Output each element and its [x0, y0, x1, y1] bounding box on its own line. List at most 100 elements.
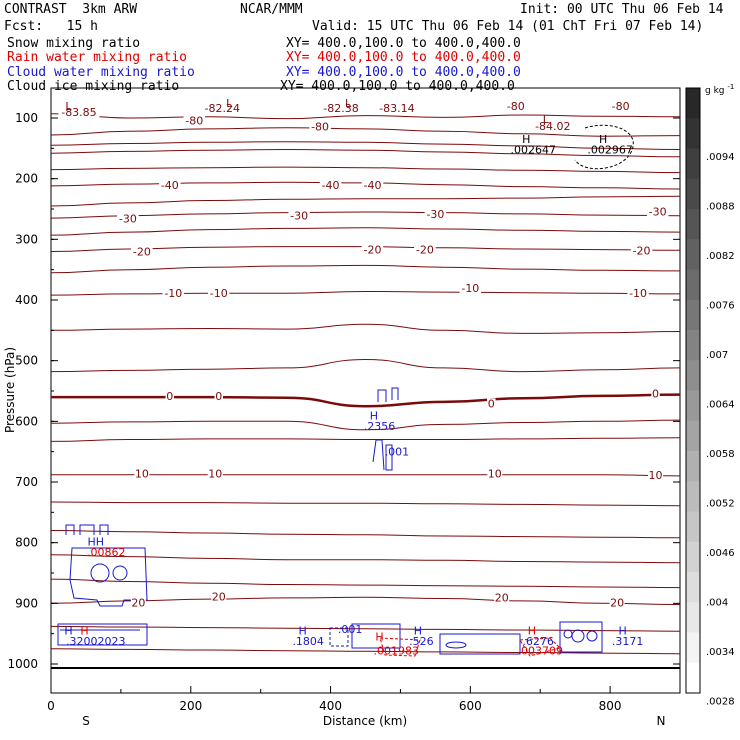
- cloud-water-contour: [372, 439, 393, 471]
- temperature-contour-line: [50, 578, 681, 589]
- label-background: [159, 179, 181, 191]
- y-tick-label: 700: [15, 475, 38, 489]
- temperature-label: 0: [215, 390, 222, 403]
- y-tick-label: 300: [15, 232, 38, 246]
- label-background: [214, 391, 223, 403]
- temperature-contour-line: [50, 554, 681, 564]
- colorbar-segment: [686, 602, 700, 633]
- x-axis-title: Distance (km): [323, 714, 407, 728]
- contour-labels: -82.24 -82.38 -83.14 -83.85 -84.02 -80 -80 -80 -…: [58, 97, 669, 658]
- colorbar-segment: [686, 420, 700, 452]
- y-axis-title: Pressure (hPa): [3, 347, 17, 433]
- temperature-contour-line: [50, 437, 681, 442]
- temperature-label: -10: [461, 282, 479, 295]
- temperature-label: 0: [166, 390, 173, 403]
- colorbar-tick-label: .0094: [706, 152, 735, 163]
- temperature-contour-line: [50, 264, 681, 274]
- label-background: [58, 107, 100, 119]
- north-label: N: [657, 714, 666, 728]
- colorbar-segment: [686, 239, 700, 270]
- y-tick-label: 900: [15, 596, 38, 610]
- field-snow-name: Snow mixing ratio: [7, 36, 141, 51]
- label-background: [609, 101, 632, 113]
- extremum-label: .002967: [587, 144, 633, 157]
- label-background: [487, 398, 496, 410]
- temperature-label: 10: [135, 468, 149, 481]
- temperature-label: 20: [495, 591, 509, 604]
- temperature-label: -80: [311, 121, 329, 134]
- cloud-water-contour: [559, 621, 603, 653]
- temperature-label: -10: [164, 287, 182, 300]
- extremum-label: L: [543, 113, 550, 126]
- extremum-label: H: [522, 133, 530, 146]
- label-background: [459, 283, 482, 295]
- field-rain-xy: XY= 400.0,100.0 to 400.0,400.0: [286, 50, 521, 65]
- colorbar-tick-label: .007: [706, 350, 728, 361]
- cloud-water-contour: [586, 630, 598, 642]
- extremum-label: .6276: [522, 635, 554, 648]
- temperature-label: -30: [290, 209, 308, 222]
- extremum-label: H: [80, 625, 88, 638]
- temperature-label: -30: [119, 212, 137, 225]
- colorbar-segment: [686, 148, 700, 180]
- colorbar-segment: [686, 511, 700, 543]
- temperature-label: -84.02: [535, 120, 570, 133]
- temperature-contour-line: [50, 141, 681, 150]
- colorbar-unit: g kg -1: [705, 83, 734, 96]
- x-tick-label: 600: [459, 699, 482, 713]
- cloud-water-contour: [57, 623, 148, 646]
- x-tick-label: 0: [47, 699, 55, 713]
- label-background: [134, 468, 150, 480]
- extremum-label: H: [414, 625, 422, 638]
- extremum-label: H: [619, 625, 627, 638]
- label-background: [288, 210, 310, 222]
- temperature-label: -20: [133, 246, 151, 259]
- temperature-contour-line: [50, 419, 681, 431]
- colorbar-tick-label: .0088: [706, 202, 735, 213]
- y-tick-label: 200: [15, 172, 38, 186]
- label-background: [361, 179, 384, 191]
- extremum-label: H: [599, 133, 607, 146]
- y-tick-label: 1000: [7, 657, 38, 671]
- temperature-contour-line: [50, 227, 681, 236]
- temperature-label: -20: [633, 244, 651, 257]
- cloud-water-contour: [445, 641, 467, 649]
- extremum-label: .1804: [292, 635, 324, 648]
- colorbar-tick-label: .0064: [706, 400, 735, 411]
- colorbar-segment: [686, 118, 700, 149]
- cloud-water-contour: [571, 629, 585, 643]
- temperature-label: 20: [610, 596, 624, 609]
- label-background: [648, 469, 664, 481]
- x-tick-label: 800: [599, 699, 622, 713]
- cloud-water-contour: [112, 565, 128, 581]
- colorbar-segment: [686, 330, 700, 361]
- label-background: [609, 597, 625, 609]
- label-background: [211, 591, 227, 603]
- label-background: [183, 115, 206, 127]
- temperature-contour-line: [50, 530, 681, 539]
- temperature-contour-line: [50, 113, 681, 120]
- label-background: [487, 468, 503, 480]
- temperature-label: 0: [652, 388, 659, 401]
- temperature-label: -83.85: [61, 106, 96, 119]
- plot-title: CONTRAST 3km ARW: [4, 2, 138, 17]
- valid-time: Valid: 15 UTC Thu 06 Feb 14 (01 ChT Fri …: [312, 19, 704, 34]
- colorbar-tick-label: .0028: [706, 697, 735, 708]
- y-tick-label: 500: [15, 354, 38, 368]
- temperature-contour-line: [50, 358, 681, 373]
- temperature-contour-line: [50, 323, 681, 334]
- extremum-label: .001: [385, 446, 410, 459]
- colorbar-tick-label: .0046: [706, 548, 735, 559]
- colorbar-frame: [685, 87, 701, 694]
- colorbar-segment: [686, 481, 700, 512]
- y-tick-label: 600: [15, 414, 38, 428]
- label-background: [207, 468, 223, 480]
- extremum-label: L: [226, 97, 233, 110]
- cloud-water-contour: [90, 563, 110, 583]
- extremum-label: H: [370, 409, 378, 422]
- extremum-label: .526: [409, 635, 434, 648]
- temperature-label: 0: [488, 397, 495, 410]
- temperature-label: -20: [364, 243, 382, 256]
